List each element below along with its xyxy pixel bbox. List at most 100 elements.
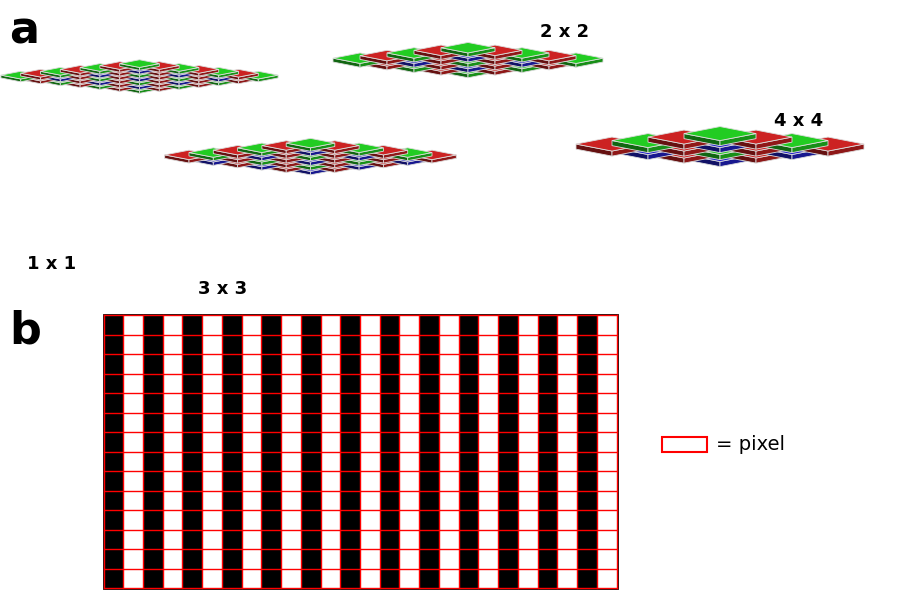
Polygon shape xyxy=(213,155,262,164)
Polygon shape xyxy=(40,77,60,84)
Polygon shape xyxy=(414,61,468,71)
Polygon shape xyxy=(495,64,522,73)
Polygon shape xyxy=(408,150,456,160)
Polygon shape xyxy=(100,70,120,76)
Polygon shape xyxy=(159,67,179,74)
Polygon shape xyxy=(262,157,286,166)
Polygon shape xyxy=(359,152,383,161)
Polygon shape xyxy=(335,164,359,173)
Polygon shape xyxy=(40,67,80,75)
Polygon shape xyxy=(213,150,238,158)
Polygon shape xyxy=(238,148,262,156)
Polygon shape xyxy=(684,137,720,149)
Polygon shape xyxy=(238,71,278,79)
Polygon shape xyxy=(262,162,286,170)
Polygon shape xyxy=(120,65,140,72)
Polygon shape xyxy=(120,79,140,86)
Polygon shape xyxy=(576,144,612,156)
Polygon shape xyxy=(360,50,414,61)
Polygon shape xyxy=(262,164,286,173)
Polygon shape xyxy=(495,53,549,64)
Polygon shape xyxy=(335,148,383,157)
Polygon shape xyxy=(165,155,189,163)
Polygon shape xyxy=(262,160,310,169)
Bar xyxy=(439,315,459,588)
Polygon shape xyxy=(262,148,286,156)
Polygon shape xyxy=(720,155,756,167)
Polygon shape xyxy=(414,66,441,75)
Polygon shape xyxy=(360,61,387,70)
Polygon shape xyxy=(238,152,286,162)
Polygon shape xyxy=(140,77,159,84)
Polygon shape xyxy=(468,68,495,78)
Polygon shape xyxy=(140,70,159,76)
Polygon shape xyxy=(213,152,238,161)
Polygon shape xyxy=(612,140,684,155)
Polygon shape xyxy=(414,56,441,65)
Polygon shape xyxy=(238,75,258,82)
Polygon shape xyxy=(383,148,432,157)
Bar xyxy=(281,315,301,588)
Polygon shape xyxy=(441,56,468,65)
Polygon shape xyxy=(310,145,335,154)
Polygon shape xyxy=(414,45,468,56)
Polygon shape xyxy=(648,144,720,158)
Polygon shape xyxy=(310,160,335,168)
Polygon shape xyxy=(140,65,179,73)
Polygon shape xyxy=(213,160,238,168)
Polygon shape xyxy=(310,160,359,169)
Polygon shape xyxy=(179,75,199,82)
Polygon shape xyxy=(199,79,219,86)
Polygon shape xyxy=(179,67,199,74)
Polygon shape xyxy=(383,152,432,162)
Polygon shape xyxy=(684,155,720,167)
Polygon shape xyxy=(495,50,522,59)
Polygon shape xyxy=(40,71,80,79)
Polygon shape xyxy=(238,157,262,166)
Polygon shape xyxy=(286,152,335,162)
Polygon shape xyxy=(238,152,262,161)
Polygon shape xyxy=(140,71,159,78)
Polygon shape xyxy=(262,155,286,163)
Polygon shape xyxy=(238,73,258,80)
Polygon shape xyxy=(756,151,792,163)
Polygon shape xyxy=(219,77,238,84)
Polygon shape xyxy=(335,155,359,163)
Polygon shape xyxy=(468,48,495,57)
Polygon shape xyxy=(80,83,100,89)
Polygon shape xyxy=(408,157,432,166)
Polygon shape xyxy=(80,77,100,84)
Polygon shape xyxy=(720,148,756,160)
Polygon shape xyxy=(120,86,140,94)
Polygon shape xyxy=(120,67,140,74)
Polygon shape xyxy=(286,164,310,173)
Polygon shape xyxy=(408,155,432,163)
Polygon shape xyxy=(468,61,495,70)
Polygon shape xyxy=(310,167,335,175)
Polygon shape xyxy=(262,150,286,158)
Polygon shape xyxy=(468,53,495,62)
Polygon shape xyxy=(495,56,522,65)
Polygon shape xyxy=(756,137,792,149)
Polygon shape xyxy=(360,56,414,66)
Polygon shape xyxy=(100,77,140,85)
Polygon shape xyxy=(335,148,359,156)
Polygon shape xyxy=(140,75,159,82)
Polygon shape xyxy=(140,64,159,70)
Polygon shape xyxy=(648,137,720,151)
Polygon shape xyxy=(441,53,468,62)
Polygon shape xyxy=(189,152,213,161)
Polygon shape xyxy=(684,127,756,140)
Polygon shape xyxy=(495,66,522,75)
Polygon shape xyxy=(414,61,441,70)
Polygon shape xyxy=(100,81,140,89)
Polygon shape xyxy=(199,75,238,83)
Polygon shape xyxy=(140,70,179,77)
Polygon shape xyxy=(199,67,238,75)
Polygon shape xyxy=(21,70,60,77)
Polygon shape xyxy=(159,73,179,80)
Polygon shape xyxy=(286,157,335,167)
Polygon shape xyxy=(549,53,603,64)
Polygon shape xyxy=(159,79,179,86)
Polygon shape xyxy=(286,143,310,151)
